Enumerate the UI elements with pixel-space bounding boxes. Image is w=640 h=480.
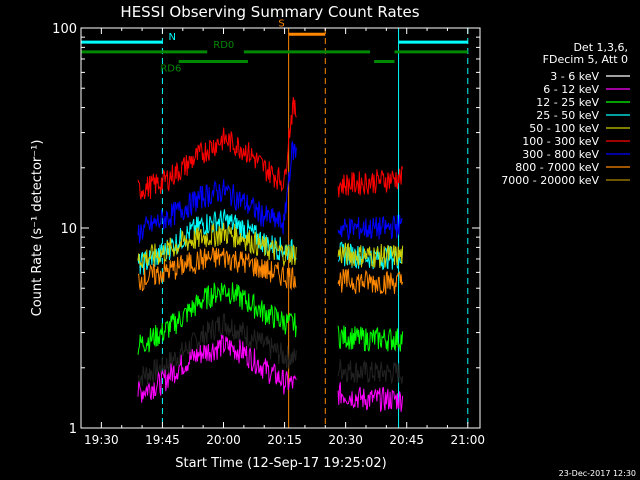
flag-bars: N RD0 RD6 S — [81, 18, 468, 74]
x-tick-label-2: 20:00 — [206, 433, 241, 447]
legend-label-0: 3 - 6 keV — [550, 70, 599, 83]
chart-title: HESSI Observing Summary Count Rates — [120, 3, 419, 21]
legend-label-5: 100 - 300 keV — [522, 135, 599, 148]
series-line-6 — [137, 141, 403, 244]
legend-label-6: 300 - 800 keV — [522, 148, 599, 161]
x-tick-label-6: 21:00 — [450, 433, 485, 447]
series-line-2 — [137, 282, 404, 355]
series-line-1 — [137, 334, 404, 412]
x-axis: 19:30 19:45 20:00 20:15 20:30 20:45 21:00 — [84, 28, 485, 447]
y-axis-label: Count Rate (s⁻¹ detector⁻¹) — [30, 140, 45, 317]
flag-label-rd6: RD6 — [160, 63, 181, 74]
y-tick-label-0: 1 — [69, 422, 77, 437]
x-tick-label-3: 20:15 — [267, 433, 302, 447]
flag-label-rd0: RD0 — [213, 40, 234, 51]
x-axis-label: Start Time (12-Sep-17 19:25:02) — [175, 456, 386, 471]
x-tick-label-0: 19:30 — [84, 433, 119, 447]
legend-label-3: 25 - 50 keV — [536, 109, 599, 122]
y-tick-label-1: 10 — [60, 222, 77, 237]
legend-header-1: FDecim 5, Att 0 — [543, 53, 628, 66]
x-tick-label-4: 20:30 — [328, 433, 363, 447]
legend-label-8: 7000 - 20000 keV — [501, 174, 599, 187]
series-line-7 — [137, 246, 404, 295]
flag-label-n: N — [169, 32, 176, 43]
legend-label-4: 50 - 100 keV — [529, 122, 599, 135]
series-line-5 — [137, 97, 404, 200]
series-line-4 — [137, 222, 404, 268]
legend-label-2: 12 - 25 keV — [536, 96, 599, 109]
series-group — [137, 97, 404, 412]
footer-timestamp: 23-Dec-2017 12:30 — [559, 469, 636, 478]
legend-label-1: 6 - 12 keV — [543, 83, 599, 96]
legend-header-0: Det 1,3,6, — [573, 41, 628, 54]
legend-label-7: 800 - 7000 keV — [515, 161, 599, 174]
x-tick-label-5: 20:45 — [389, 433, 424, 447]
series-line-0 — [137, 313, 404, 387]
x-tick-label-1: 19:45 — [145, 433, 180, 447]
y-tick-label-2: 100 — [52, 22, 77, 37]
flag-label-s: S — [278, 18, 284, 29]
y-axis: 1 10 100 — [52, 22, 480, 437]
